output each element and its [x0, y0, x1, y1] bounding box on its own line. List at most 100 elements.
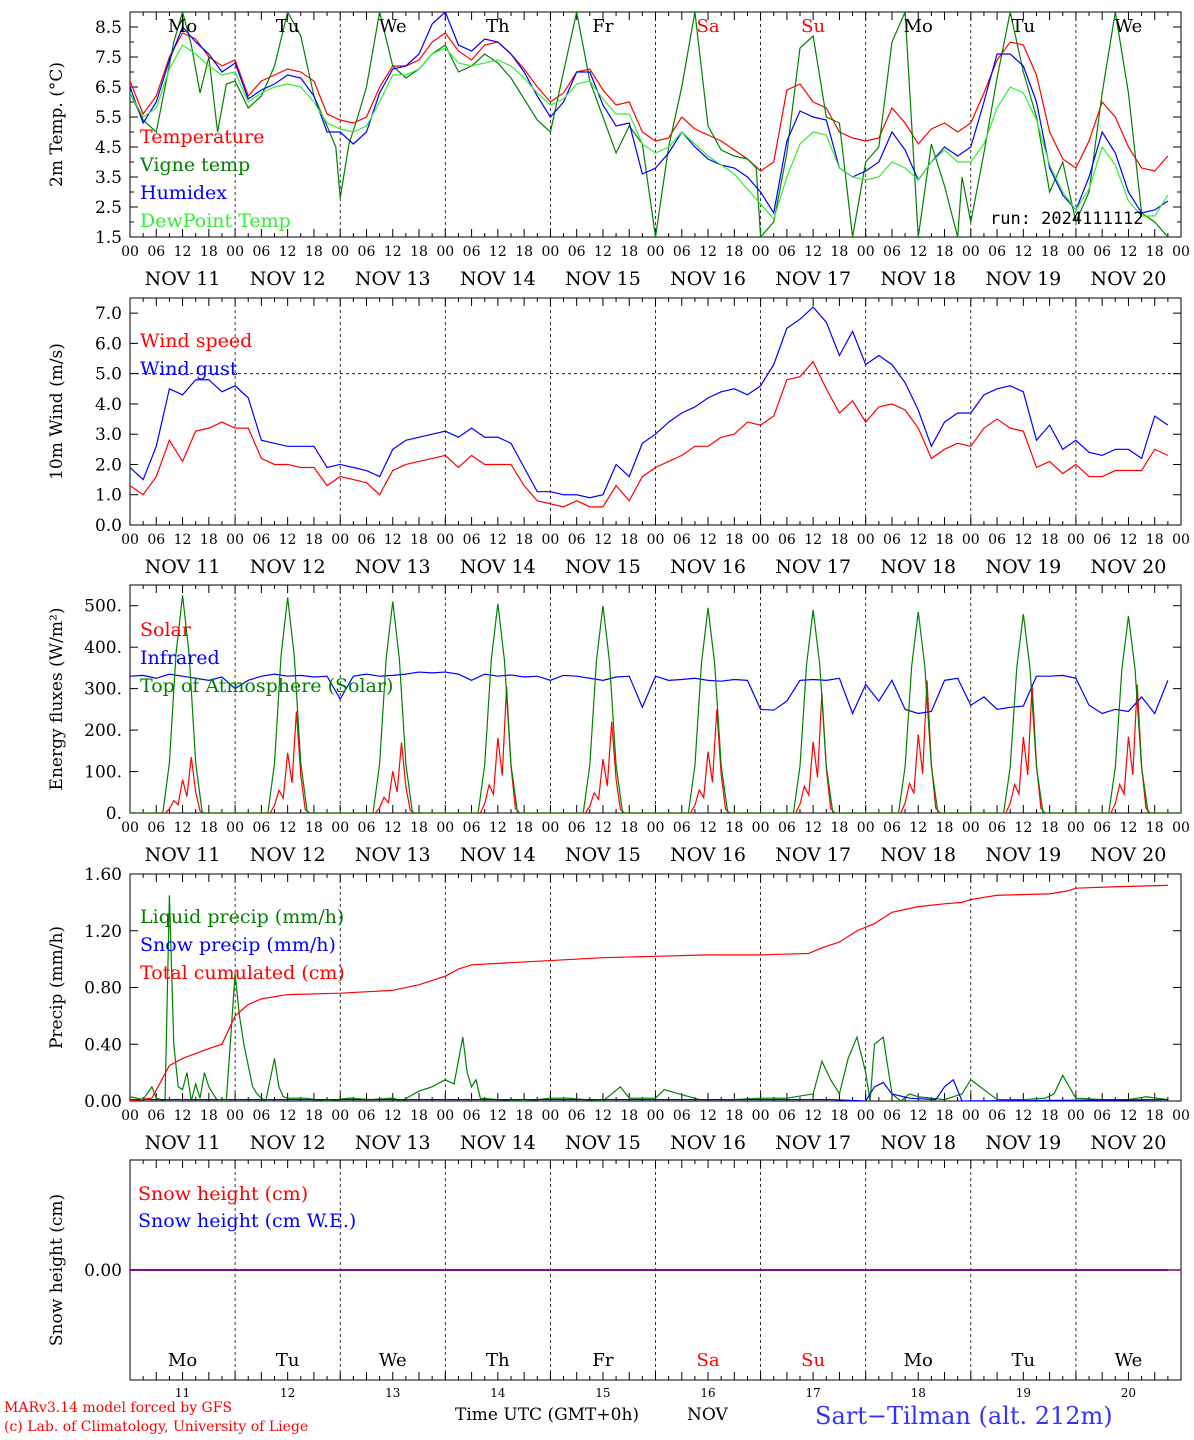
series-day-top-of-atmosphere-solar-	[445, 603, 551, 813]
series-day-solar	[340, 742, 446, 813]
hour-tick-label: 18	[725, 820, 743, 836]
day-axis-label: NOV 18	[880, 556, 956, 578]
y-tick-label: 7.0	[95, 304, 122, 324]
series-line-snow-precip-mm-h-	[130, 1078, 1168, 1101]
hour-tick-label: 18	[200, 244, 218, 260]
hour-tick-label: 00	[752, 1108, 770, 1124]
day-axis-label: NOV 13	[355, 1132, 431, 1154]
hour-tick-label: 12	[384, 1108, 402, 1124]
hour-tick-label: 06	[358, 1108, 376, 1124]
series-line-liquid-precip-mm-h-	[130, 895, 1168, 1101]
day-number-label: 14	[490, 1386, 506, 1400]
series-line-wind-speed	[130, 360, 1169, 508]
hour-tick-label: 18	[725, 1108, 743, 1124]
weekday-label: Mo	[904, 16, 933, 37]
hour-tick-label: 06	[568, 244, 586, 260]
weekday-label: Fr	[592, 16, 613, 37]
y-tick-label: 0.00	[84, 1261, 122, 1281]
series-day-solar	[760, 692, 866, 813]
series-day-top-of-atmosphere-solar-	[865, 611, 971, 813]
panel-0: 8.5 7.5 6.5 5.5 4.5 3.5 2.5 1.5 2m Temp. (°C) 00 0…	[47, 11, 1190, 290]
series-day-solar	[445, 686, 551, 813]
weekday-bottom-label: We	[1115, 1350, 1143, 1371]
hour-tick-label: 18	[515, 532, 533, 548]
day-axis-label: NOV 12	[250, 844, 326, 866]
weekday-bottom-label: Th	[486, 1350, 510, 1371]
hour-tick-label: 18	[200, 820, 218, 836]
y-tick-label: 5.0	[95, 365, 122, 385]
day-axis-label: NOV 18	[880, 1132, 956, 1154]
legend-solar: Solar	[140, 619, 192, 641]
y-tick-label: 1.60	[84, 865, 122, 885]
hour-tick-label: 12	[804, 820, 822, 836]
hour-tick-label: 18	[305, 820, 323, 836]
series-group	[130, 595, 1181, 813]
series-line-vigne-temp	[130, 12, 1169, 237]
hour-tick-label: 12	[384, 820, 402, 836]
month-label: NOV	[687, 1405, 728, 1425]
hour-tick-label: 18	[305, 532, 323, 548]
hour-tick-label: 06	[252, 1108, 270, 1124]
series-day-solar	[970, 684, 1076, 813]
hour-tick-label: 18	[831, 532, 849, 548]
hour-tick-label: 18	[725, 244, 743, 260]
day-number-label: 19	[1016, 1386, 1031, 1400]
hour-tick-label: 12	[1014, 1108, 1032, 1124]
series-day-top-of-atmosphere-solar-	[970, 613, 1076, 813]
y-tick-label: 100.	[84, 763, 122, 783]
legend-liquid-precip-mm-h-: Liquid precip (mm/h)	[140, 906, 344, 928]
hour-tick-label: 18	[1146, 1108, 1164, 1124]
y-tick-label: 200.	[84, 721, 122, 741]
hour-tick-label: 18	[620, 244, 638, 260]
series-day-solar	[1075, 684, 1181, 813]
hour-tick-label: 00	[857, 1108, 875, 1124]
hour-tick-label: 00	[436, 820, 454, 836]
hour-tick-label: 18	[620, 532, 638, 548]
hour-tick-label: 18	[620, 820, 638, 836]
hour-tick-label: 06	[1093, 532, 1111, 548]
hour-tick-label: 12	[489, 820, 507, 836]
hour-tick-label: 00	[226, 532, 244, 548]
day-axis-label: NOV 15	[565, 844, 641, 866]
hour-tick-label: 06	[252, 820, 270, 836]
day-number-label: 16	[700, 1386, 715, 1400]
hour-tick-label: 00	[752, 820, 770, 836]
hour-tick-label: 18	[200, 1108, 218, 1124]
day-axis-label: NOV 16	[670, 268, 746, 290]
hour-tick-label: 06	[358, 820, 376, 836]
series-day-top-of-atmosphere-solar-	[130, 595, 236, 813]
hour-tick-label: 00	[1172, 244, 1190, 260]
hour-tick-label: 00	[541, 1108, 559, 1124]
weekday-bottom-label: Tu	[276, 1350, 300, 1371]
station-label: Sart−Tilman (alt. 212m)	[815, 1402, 1113, 1430]
legend-wind-gust: Wind gust	[140, 358, 238, 380]
y-tick-label: 5.5	[95, 108, 122, 128]
hour-tick-label: 12	[699, 244, 717, 260]
hour-tick-label: 06	[883, 820, 901, 836]
hour-tick-label: 06	[673, 1108, 691, 1124]
hour-tick-label: 18	[1041, 532, 1059, 548]
hour-tick-label: 18	[1146, 532, 1164, 548]
series-line-infrared	[130, 671, 1169, 716]
day-axis-label: NOV 17	[775, 556, 851, 578]
hour-tick-label: 00	[752, 244, 770, 260]
y-tick-label: 4.5	[95, 138, 122, 158]
hour-tick-label: 00	[541, 532, 559, 548]
day-axis-label: NOV 19	[985, 268, 1061, 290]
hour-tick-label: 00	[436, 1108, 454, 1124]
y-tick-label: 0.00	[84, 1092, 122, 1112]
y-tick-label: 1.20	[84, 922, 122, 942]
hour-tick-label: 06	[778, 244, 796, 260]
series-group	[130, 884, 1168, 1101]
hour-tick-label: 12	[909, 820, 927, 836]
day-axis-label: NOV 11	[145, 268, 221, 290]
weekday-bottom-label: Mo	[168, 1350, 197, 1371]
hour-tick-label: 00	[121, 820, 139, 836]
hour-tick-label: 18	[620, 1108, 638, 1124]
legend-wind-speed: Wind speed	[140, 330, 252, 352]
hour-tick-label: 12	[1120, 532, 1138, 548]
day-axis-label: NOV 16	[670, 556, 746, 578]
legend-snow-height-cm-: Snow height (cm)	[138, 1183, 308, 1205]
hour-tick-label: 06	[1093, 1108, 1111, 1124]
hour-tick-label: 00	[647, 820, 665, 836]
